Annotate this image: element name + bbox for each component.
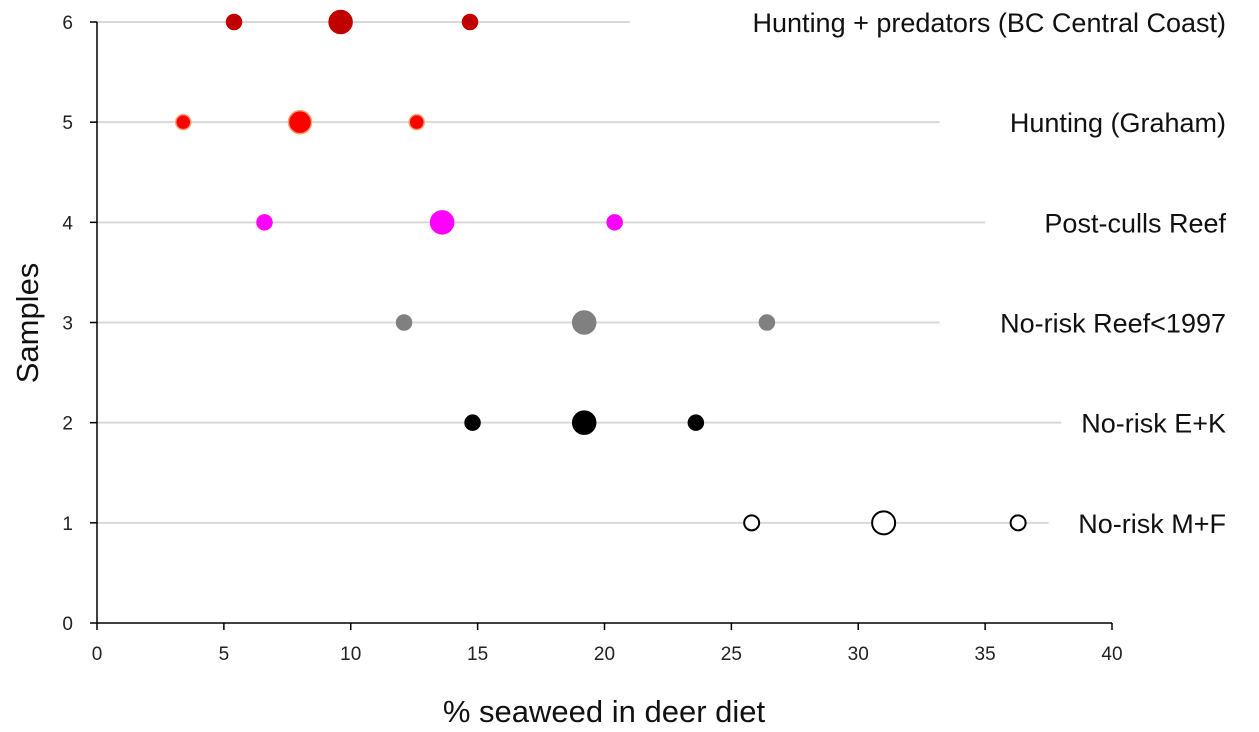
x-tick-label: 0 <box>92 644 103 665</box>
y-axis-title: Samples <box>10 263 45 384</box>
point-low <box>464 414 481 431</box>
point-low <box>743 514 761 532</box>
point-mean <box>328 9 353 35</box>
point-high <box>408 113 425 131</box>
point-low <box>395 314 413 331</box>
x-tick-label: 20 <box>594 644 615 665</box>
x-tick-label: 10 <box>340 644 361 665</box>
point-mean <box>429 210 455 235</box>
x-tick-label: 35 <box>975 644 996 665</box>
tick-labels: 0 5 10 15 20 25 30 35 40 0 1 2 3 4 5 6 <box>62 13 1122 665</box>
tick-marks <box>90 21 1113 630</box>
x-tick-label: 30 <box>848 644 869 665</box>
series-label: No-risk Reef<1997 <box>1000 309 1226 339</box>
x-tick-label: 25 <box>721 644 742 665</box>
x-tick-label: 40 <box>1101 644 1122 665</box>
series-label: Hunting + predators (BC Central Coast) <box>753 8 1226 38</box>
point-high <box>687 414 705 431</box>
y-tick-label: 3 <box>62 314 73 335</box>
y-tick-label: 1 <box>62 514 73 535</box>
point-high <box>461 13 479 31</box>
data-points <box>175 9 1027 536</box>
y-tick-label: 5 <box>62 113 73 134</box>
series-label: No-risk M+F <box>1078 509 1226 539</box>
y-tick-label: 6 <box>62 13 73 34</box>
point-mean <box>287 109 313 135</box>
series-labels: No-risk M+F No-risk E+K No-risk Reef<1997 P… <box>753 8 1227 539</box>
series-label: Post-culls Reef <box>1044 208 1226 238</box>
x-tick-label: 5 <box>219 644 230 665</box>
point-mean <box>571 410 597 435</box>
point-low <box>256 214 273 231</box>
point-mean <box>871 510 897 536</box>
series-reference-lines <box>97 21 1062 524</box>
point-high <box>1009 514 1027 532</box>
y-tick-label: 0 <box>62 614 73 635</box>
y-tick-label: 4 <box>62 213 73 234</box>
point-high <box>606 214 623 231</box>
series-label: Hunting (Graham) <box>1010 108 1226 138</box>
x-axis-title: % seaweed in deer diet <box>443 694 766 729</box>
point-high <box>758 314 776 331</box>
point-mean <box>571 310 597 335</box>
y-tick-label: 2 <box>62 414 73 435</box>
series-label: No-risk E+K <box>1081 409 1226 439</box>
x-tick-label: 15 <box>467 644 488 665</box>
point-low <box>175 113 192 131</box>
point-low <box>225 13 243 31</box>
